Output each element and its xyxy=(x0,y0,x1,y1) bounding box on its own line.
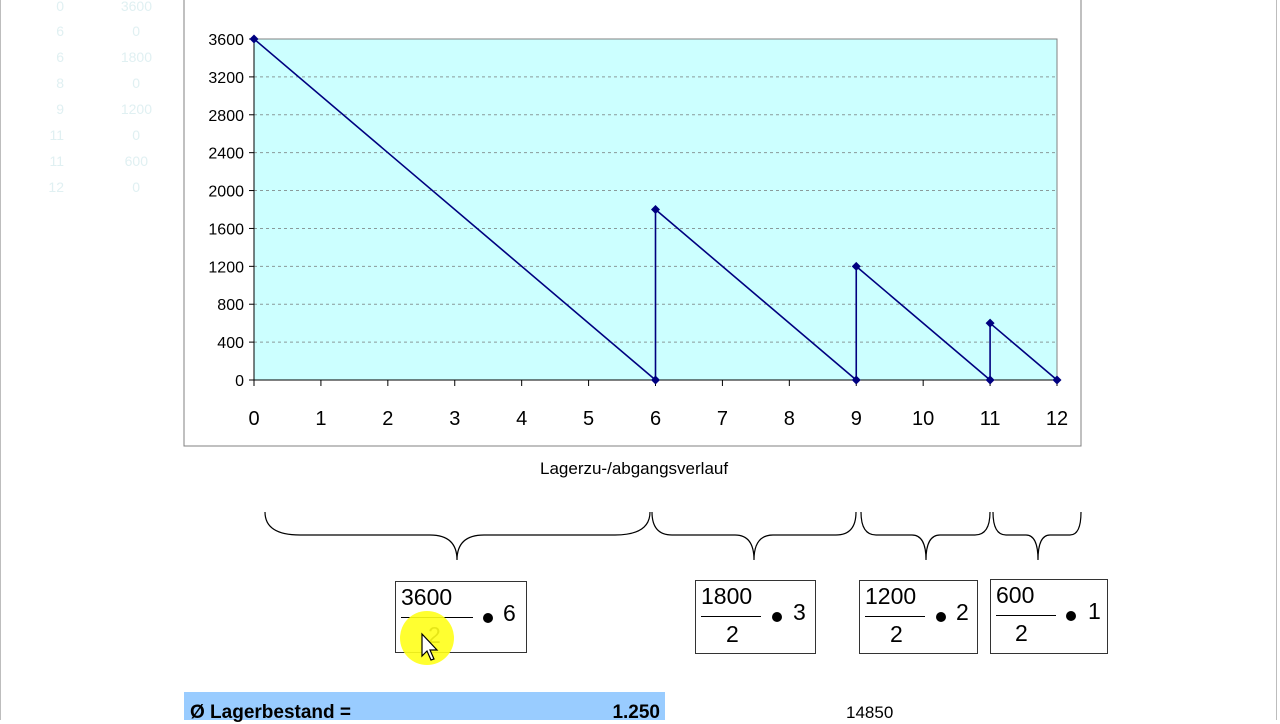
window-border-right xyxy=(1276,0,1277,720)
mouse-pointer-icon xyxy=(421,632,439,661)
faint-cell: 1800 xyxy=(120,49,152,65)
multiply-dot xyxy=(483,613,493,623)
window-border-left xyxy=(0,0,1,720)
formula-numerator: 3600 xyxy=(401,584,453,610)
formula-multiplier: 3 xyxy=(793,599,806,625)
y-tick-label: 2800 xyxy=(208,108,244,125)
faint-cell: 600 xyxy=(124,153,148,169)
formula-multiplier: 6 xyxy=(503,600,516,626)
series-layer xyxy=(249,34,1062,385)
faint-cell: 12 xyxy=(48,179,64,195)
faint-cell: 3600 xyxy=(120,0,152,14)
y-tick-label: 0 xyxy=(235,373,244,390)
faint-cell: 0 xyxy=(132,75,140,91)
brace-segment-4 xyxy=(992,511,1082,561)
fraction-bar xyxy=(865,616,925,617)
brace-segment-2 xyxy=(651,511,857,561)
y-tick-label: 400 xyxy=(217,335,244,352)
x-tick-label: 9 xyxy=(851,408,862,430)
faint-cell: 9 xyxy=(56,101,64,117)
data-point xyxy=(1052,375,1062,385)
x-tick-label: 6 xyxy=(650,408,661,430)
faint-cell: 0 xyxy=(132,179,140,195)
faint-cell: 6 xyxy=(56,23,64,39)
faint-cell: 6 xyxy=(56,49,64,65)
data-point xyxy=(651,375,660,385)
faint-cell: 0 xyxy=(56,0,64,14)
faint-cell: 0 xyxy=(132,127,140,143)
faint-cell: 8 xyxy=(56,75,64,91)
y-tick-label: 2400 xyxy=(208,146,244,163)
x-tick-label: 5 xyxy=(583,408,594,430)
formula-box-3: 1200 2 2 xyxy=(859,580,978,654)
faint-cell: 11 xyxy=(49,127,64,143)
formula-denominator: 2 xyxy=(726,621,739,647)
multiply-dot xyxy=(1066,611,1076,621)
faint-cell: 0 xyxy=(132,23,140,39)
formula-numerator: 1800 xyxy=(701,583,753,609)
y-tick-label: 1200 xyxy=(208,259,244,276)
faint-cell: 1200 xyxy=(120,101,152,117)
multiply-dot xyxy=(772,612,782,622)
total-area-value: 14850 xyxy=(846,703,894,722)
cursor-highlight xyxy=(400,611,454,665)
data-point xyxy=(851,261,861,271)
formula-numerator: 600 xyxy=(996,582,1035,608)
fraction-bar xyxy=(701,616,761,617)
formula-box-2: 1800 2 3 xyxy=(695,580,816,654)
x-tick-label: 1 xyxy=(315,408,326,430)
formula-numerator: 1200 xyxy=(865,583,917,609)
y-tick-label: 2000 xyxy=(208,184,244,201)
series-line xyxy=(253,38,1058,382)
data-point xyxy=(851,375,861,385)
x-tick-label: 4 xyxy=(516,408,527,430)
x-tick-label: 10 xyxy=(912,408,934,430)
x-tick-label: 3 xyxy=(449,408,460,430)
average-stock-value: 1.250 xyxy=(612,702,660,723)
formula-multiplier: 2 xyxy=(956,599,969,625)
y-tick-label: 3600 xyxy=(208,32,244,49)
y-tick-label: 1600 xyxy=(208,221,244,238)
x-tick-label: 2 xyxy=(382,408,393,430)
x-tick-label: 7 xyxy=(717,408,728,430)
formula-denominator: 2 xyxy=(1015,620,1028,646)
average-stock-row: Ø Lagerbestand = 1.250 xyxy=(184,692,665,723)
formula-multiplier: 1 xyxy=(1088,598,1101,624)
chart-caption: Lagerzu-/abgangsverlauf xyxy=(540,459,729,478)
segment-braces xyxy=(264,511,1082,561)
brace-segment-3 xyxy=(860,511,991,561)
average-stock-label: Ø Lagerbestand = xyxy=(190,702,352,723)
faint-data-table: 0 3600 6 0 6 1800 8 0 9 1200 11 0 11 600… xyxy=(0,0,180,200)
x-tick-label: 12 xyxy=(1046,408,1068,430)
x-tick-label: 0 xyxy=(248,408,259,430)
y-tick-label: 800 xyxy=(217,297,244,314)
x-tick-label: 8 xyxy=(784,408,795,430)
data-point xyxy=(249,34,259,44)
formula-box-4: 600 2 1 xyxy=(990,579,1108,654)
brace-segment-1 xyxy=(264,511,651,561)
data-point xyxy=(985,318,995,328)
formula-denominator: 2 xyxy=(890,621,903,647)
data-point xyxy=(651,205,660,214)
data-point xyxy=(985,375,995,385)
x-tick-label: 11 xyxy=(980,408,1001,430)
multiply-dot xyxy=(936,612,946,622)
y-tick-label: 3200 xyxy=(208,70,244,87)
faint-cell: 11 xyxy=(49,153,64,169)
fraction-bar xyxy=(996,615,1056,616)
